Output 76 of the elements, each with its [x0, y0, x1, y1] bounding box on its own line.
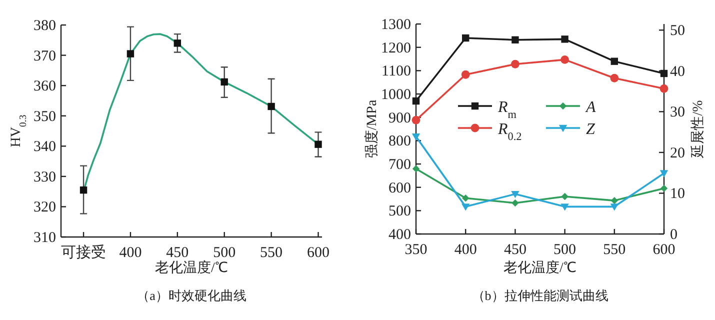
x-tick-label: 600: [652, 242, 676, 258]
y2-tick-label: 40: [670, 64, 685, 80]
point: [561, 36, 568, 43]
y2-axis-title: 延展性/%: [690, 100, 706, 159]
point: [512, 36, 519, 44]
y-tick-label: 340: [34, 139, 56, 156]
y-tick-label: 700: [388, 157, 411, 173]
point: [660, 170, 668, 178]
x-tick-label: 500: [554, 242, 576, 258]
point: [220, 78, 228, 86]
y-tick-label: 800: [388, 134, 411, 150]
point: [560, 56, 569, 64]
x-tick-label: 550: [260, 245, 283, 261]
y-tick-label: 600: [388, 180, 411, 196]
legend-label: R$_{0.2}$: [497, 121, 522, 143]
point: [412, 116, 420, 124]
y-tick-label: 380: [34, 18, 56, 34]
point: [610, 74, 619, 82]
x-tick-label: 400: [454, 242, 477, 258]
x-tick-label: 350: [404, 242, 428, 258]
y-axis-title: 强度/MPa: [364, 99, 380, 158]
y-tick-label: 1200: [381, 40, 411, 56]
y-tick-label: 360: [34, 78, 56, 95]
y-tick-label: 500: [388, 204, 411, 220]
y2-tick-label: 20: [670, 145, 685, 162]
point: [412, 165, 420, 172]
y-tick-label: 900: [388, 110, 411, 126]
point: [80, 186, 88, 194]
x-axis-title: 老化温度/℃: [155, 260, 228, 276]
x-tick-label: 450: [504, 242, 526, 258]
point: [561, 192, 568, 200]
x-tick-label: 450: [166, 245, 189, 261]
text: （a）时效硬化曲线: [136, 288, 246, 303]
legend-label: Z: [586, 121, 596, 138]
point: [462, 34, 470, 42]
x-tick-label: 550: [603, 242, 626, 258]
y2-tick-label: 0: [670, 227, 678, 243]
point: [174, 40, 182, 47]
y-tick-label: 400: [388, 227, 411, 243]
point: [511, 190, 520, 198]
point: [314, 140, 322, 148]
point: [462, 204, 470, 211]
y2-tick-label: 10: [670, 186, 685, 202]
legend-label: A: [585, 99, 596, 116]
point: [660, 184, 668, 192]
point: [462, 194, 470, 202]
y-tick-label: 310: [34, 230, 56, 246]
legend-label: R$_{m}$: [497, 99, 517, 121]
point: [511, 60, 520, 68]
x-tick-label: 500: [213, 245, 236, 261]
x-axis-title: 老化温度/℃: [504, 260, 576, 276]
point: [412, 133, 420, 141]
y2-tick-label: 50: [670, 23, 685, 40]
point: [412, 97, 420, 105]
x-tick-label: 可接受: [61, 244, 106, 261]
y-tick-label: 1300: [381, 17, 411, 33]
point: [610, 204, 618, 211]
y-tick-label: 370: [34, 48, 56, 64]
point: [610, 196, 618, 204]
point: [512, 199, 519, 207]
x-tick-label: 600: [306, 245, 330, 261]
y-tick-label: 320: [34, 200, 56, 216]
y2-tick-label: 30: [670, 104, 685, 121]
text: （b）拉伸性能测试曲线: [472, 288, 608, 303]
point: [126, 50, 134, 58]
point: [660, 84, 668, 93]
point: [560, 204, 569, 211]
x-tick-label: 400: [119, 245, 142, 261]
point: [268, 102, 275, 110]
y-tick-label: 1000: [381, 87, 411, 103]
point: [660, 70, 668, 78]
y-tick-label: 330: [34, 169, 56, 186]
point: [610, 58, 618, 65]
point: [461, 70, 470, 79]
y-tick-label: 1100: [382, 64, 411, 80]
y-tick-label: 350: [34, 108, 56, 125]
